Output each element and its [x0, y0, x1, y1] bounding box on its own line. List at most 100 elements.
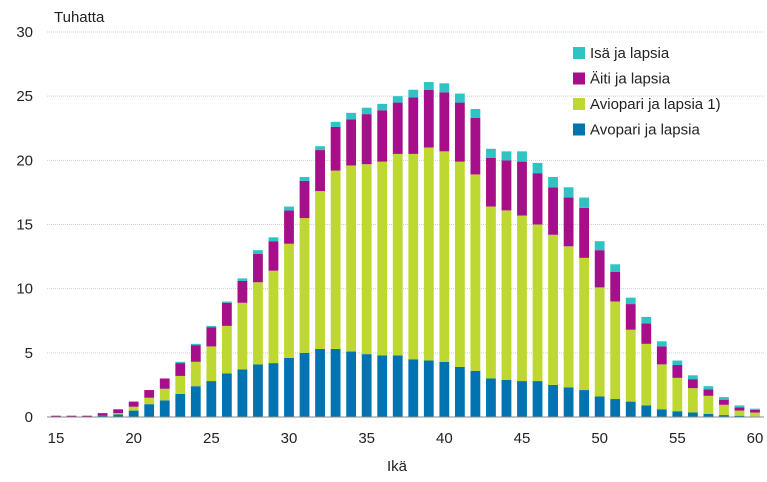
bar-segment	[750, 409, 760, 413]
y-tick-labels: 0 5 10 15 20 25 30	[16, 24, 33, 426]
bar-segment	[253, 364, 263, 417]
legend-label: Aviopari ja lapsia 1)	[590, 96, 721, 113]
bar-segment	[470, 109, 481, 118]
bar-segment	[377, 355, 388, 417]
legend-label: Isä ja lapsia	[590, 45, 670, 62]
bar-segment	[532, 224, 543, 382]
bar-segment	[719, 415, 729, 417]
bar-segment	[128, 401, 139, 407]
bar-segment	[439, 92, 450, 152]
bar-segment	[656, 364, 667, 410]
bar-segment	[656, 341, 667, 347]
bar-segment	[408, 153, 419, 360]
bar-segment	[299, 352, 310, 417]
bar-segment	[579, 197, 590, 208]
bar-segment	[346, 165, 357, 352]
bar-segment	[641, 343, 652, 406]
bar-segment	[641, 323, 652, 344]
bar-segment	[237, 280, 248, 303]
bar-segment	[610, 271, 621, 302]
bar-segment	[656, 346, 667, 365]
y-tick-label: 30	[16, 24, 33, 41]
bar-segment	[594, 287, 605, 397]
bar-segment	[175, 393, 186, 417]
bar-segment	[128, 406, 139, 411]
y-tick-label: 25	[16, 88, 33, 105]
bar-segment	[392, 153, 403, 356]
bar-segment	[299, 180, 310, 219]
legend-swatch	[573, 98, 585, 110]
bar-segment	[532, 381, 543, 417]
bar-segment	[113, 414, 124, 417]
bar-segment	[687, 388, 698, 413]
bar-segment	[346, 112, 357, 120]
bar-segment	[687, 375, 698, 380]
bar-segment	[159, 388, 170, 401]
bar-segment	[66, 415, 77, 417]
x-tick-label: 15	[48, 430, 65, 447]
bar-segment	[548, 234, 558, 385]
bar-segment	[517, 215, 527, 382]
bar-segment	[128, 410, 139, 417]
bar-segment	[501, 160, 512, 211]
bar-segment	[206, 325, 217, 328]
bar-segment	[206, 346, 217, 382]
x-tick-labels: 15 20 25 30 35 40 45 50 55 60	[48, 430, 764, 447]
bar-segment	[610, 301, 621, 400]
bar-segment	[315, 348, 325, 417]
legend-swatch	[573, 123, 585, 136]
legend-label: Äiti ja lapsia	[590, 71, 671, 88]
bar-segment	[315, 146, 325, 151]
bar-segment	[719, 404, 729, 416]
bar-segment	[641, 405, 652, 417]
y-tick-label: 20	[16, 152, 33, 169]
bar-segment	[625, 304, 636, 330]
bar-segment	[144, 397, 155, 405]
bar-segment	[703, 395, 714, 414]
bar-segment	[641, 316, 652, 324]
bar-segment	[253, 250, 263, 255]
bar-segment	[361, 114, 372, 165]
bar-segment	[346, 119, 357, 166]
bar-segment	[563, 387, 574, 417]
bar-segment	[299, 218, 310, 353]
y-unit-label: Tuhatta	[54, 9, 105, 26]
bar-segment	[563, 197, 574, 247]
bar-segment	[470, 174, 481, 371]
bar-segment	[346, 351, 357, 417]
bar-segment	[377, 103, 388, 111]
bar-segment	[253, 254, 263, 283]
bar-segment	[501, 379, 512, 417]
bar-segment	[594, 396, 605, 417]
bar-segment	[284, 210, 294, 244]
bar-segment	[97, 415, 108, 417]
bar-segment	[703, 386, 714, 390]
bar-segment	[548, 187, 558, 235]
bar-segment	[315, 150, 325, 192]
bar-segment	[687, 379, 698, 389]
bar-segment	[237, 369, 248, 417]
bar-segment	[330, 170, 341, 349]
bar-segment	[672, 365, 683, 378]
bar-segment	[454, 93, 465, 103]
bar-segment	[221, 302, 232, 326]
bar-segment	[532, 173, 543, 225]
bar-segment	[439, 361, 450, 417]
x-tick-label: 45	[514, 430, 531, 447]
bar-segment	[532, 162, 543, 174]
bar-segment	[454, 366, 465, 417]
bar-segment	[408, 97, 419, 154]
y-tick-label: 0	[25, 409, 33, 426]
bar-segment	[423, 82, 434, 90]
bar-segment	[408, 359, 419, 417]
bar-segment	[221, 325, 232, 374]
legend-swatch	[573, 72, 585, 85]
y-tick-label: 10	[16, 281, 33, 298]
bar-segment	[221, 373, 232, 417]
bar-segment	[82, 415, 92, 417]
bar-segment	[672, 360, 683, 366]
bar-segment	[159, 400, 170, 417]
x-tick-label: 55	[669, 430, 686, 447]
bar-segment	[221, 301, 232, 303]
